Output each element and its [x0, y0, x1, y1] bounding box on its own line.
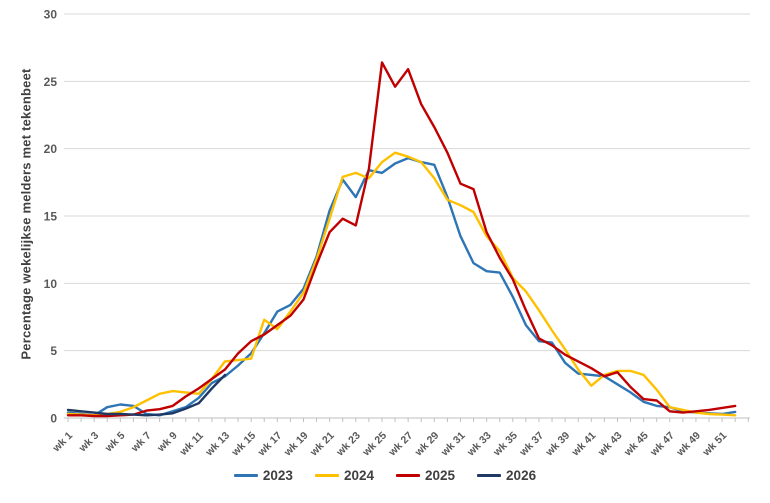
x-tick-label: wk 9 — [154, 430, 179, 455]
x-tick-label: wk 15 — [229, 430, 259, 460]
x-tick-label: wk 27 — [386, 430, 416, 460]
y-tick-label: 20 — [44, 142, 58, 156]
x-tick-label: wk 51 — [700, 430, 730, 460]
x-tick-label: wk 49 — [674, 430, 704, 460]
x-tick-label: wk 11 — [177, 430, 206, 459]
x-tick-label: wk 1 — [50, 430, 75, 455]
x-tick-label: wk 33 — [464, 430, 494, 460]
legend-item-2025: 2025 — [396, 468, 455, 483]
legend-swatch-2023 — [233, 474, 258, 477]
x-tick-label: wk 23 — [334, 430, 364, 460]
x-tick-label: wk 43 — [595, 430, 625, 460]
legend-item-2023: 2023 — [233, 468, 293, 483]
legend-label-2026: 2026 — [506, 468, 537, 483]
legend-swatch-2025 — [396, 474, 420, 477]
legend-swatch-2024 — [314, 474, 339, 477]
x-tick-label: wk 19 — [281, 430, 311, 460]
x-tick-label: wk 35 — [490, 430, 520, 460]
series-line-2023 — [66, 156, 737, 417]
x-tick-label: wk 5 — [102, 430, 127, 455]
x-tick-label: wk 45 — [621, 430, 651, 460]
series-line-2025 — [66, 61, 737, 418]
x-tick-label: wk 37 — [517, 430, 547, 460]
x-tick-label: wk 17 — [255, 430, 285, 460]
y-tick-label: 10 — [44, 277, 58, 291]
y-tick-label: 5 — [50, 344, 57, 358]
x-tick-label: wk 29 — [412, 430, 442, 460]
y-axis-title: Percentage wekelijkse melders met tekenb… — [18, 68, 34, 360]
y-tick-label: 25 — [44, 75, 58, 89]
legend-item-2024: 2024 — [314, 468, 374, 483]
x-tick-label: wk 25 — [360, 430, 390, 460]
x-tick-label: wk 31 — [438, 430, 468, 460]
x-tick-label: wk 3 — [76, 430, 101, 455]
x-tick-label: wk 41 — [569, 430, 599, 460]
legend-item-2026: 2026 — [477, 468, 536, 483]
y-tick-label: 30 — [44, 8, 58, 22]
x-tick-label: wk 21 — [307, 430, 337, 460]
x-tick-label: wk 7 — [128, 430, 153, 455]
legend-swatch-2026 — [477, 474, 502, 477]
x-tick-label: wk 39 — [543, 430, 573, 460]
legend-label-2024: 2024 — [343, 468, 374, 483]
y-tick-label: 0 — [50, 412, 57, 426]
series-line-2024 — [66, 151, 737, 417]
series-line-2026 — [66, 373, 227, 417]
y-tick-label: 15 — [44, 210, 58, 224]
legend-label-2025: 2025 — [425, 468, 456, 483]
chart-legend: 2023 2024 2025 2026 — [0, 468, 770, 483]
legend-label-2023: 2023 — [262, 468, 293, 483]
x-tick-label: wk 47 — [647, 430, 677, 460]
x-tick-label: wk 13 — [203, 430, 233, 460]
